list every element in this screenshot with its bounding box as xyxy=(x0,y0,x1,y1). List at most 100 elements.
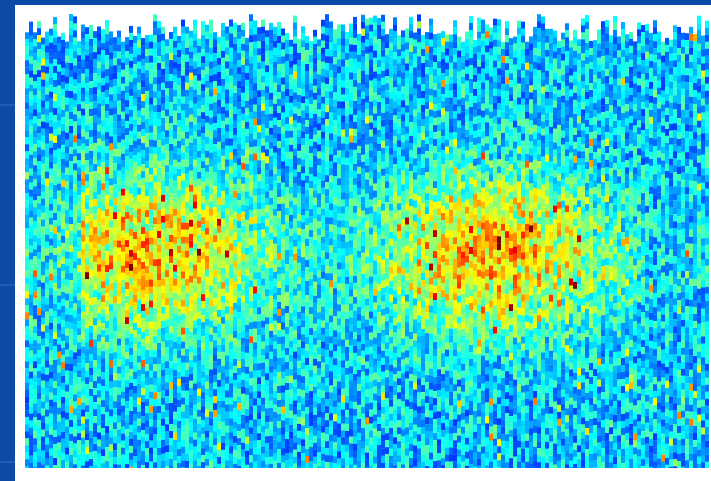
noise-cell xyxy=(229,47,233,55)
noise-cell xyxy=(49,357,53,365)
noise-cell xyxy=(249,224,253,232)
noise-cell xyxy=(161,40,165,48)
noise-cell xyxy=(141,444,145,452)
noise-cell xyxy=(277,190,281,197)
noise-cell xyxy=(33,200,37,208)
noise-cell xyxy=(145,168,149,176)
noise-cell xyxy=(25,242,29,250)
noise-cell xyxy=(329,175,333,183)
noise-cell xyxy=(277,127,281,134)
noise-cell xyxy=(269,127,273,135)
noise-cell xyxy=(29,98,33,106)
noise-cell xyxy=(209,292,213,300)
noise-cell xyxy=(253,258,257,266)
noise-cell xyxy=(189,338,193,346)
noise-cell xyxy=(321,152,325,160)
noise-cell xyxy=(101,386,105,394)
noise-cell xyxy=(137,404,141,412)
noise-cell xyxy=(57,442,61,450)
noise-cell xyxy=(197,66,201,74)
noise-cell xyxy=(133,197,137,204)
noise-cell xyxy=(245,58,249,66)
noise-cell xyxy=(61,284,65,292)
noise-cell xyxy=(189,219,193,227)
noise-cell xyxy=(69,91,73,98)
noise-cell xyxy=(313,393,317,401)
noise-cell xyxy=(253,419,257,427)
noise-cell xyxy=(153,98,157,106)
noise-cell xyxy=(241,204,245,212)
noise-cell xyxy=(185,68,189,76)
noise-cell xyxy=(49,329,53,337)
noise-cell xyxy=(161,243,165,251)
noise-cell xyxy=(313,113,317,121)
noise-cell xyxy=(265,443,269,451)
noise-cell xyxy=(25,417,29,425)
noise-cell xyxy=(73,240,77,248)
noise-cell xyxy=(137,180,141,188)
noise-cell xyxy=(49,210,53,218)
noise-cell xyxy=(113,58,117,66)
noise-cell xyxy=(229,418,233,426)
noise-cell xyxy=(145,392,149,400)
noise-cell xyxy=(165,116,169,124)
noise-cell xyxy=(57,239,61,247)
noise-cell xyxy=(281,28,285,36)
noise-cell xyxy=(297,115,301,123)
noise-cell xyxy=(93,402,97,410)
noise-cell xyxy=(73,65,77,73)
noise-cell xyxy=(205,395,209,403)
noise-cell xyxy=(337,80,341,88)
noise-cell xyxy=(329,336,333,344)
noise-cell xyxy=(57,260,61,268)
noise-cell xyxy=(25,319,29,327)
noise-cell xyxy=(325,147,329,155)
noise-cell xyxy=(245,352,249,360)
noise-cell xyxy=(69,14,73,21)
noise-cell xyxy=(73,170,77,178)
noise-cell xyxy=(205,416,209,424)
noise-cell xyxy=(185,341,189,349)
noise-cell xyxy=(157,84,161,91)
noise-cell xyxy=(197,325,201,333)
noise-cell xyxy=(277,99,281,106)
noise-cell xyxy=(261,453,265,461)
noise-cell xyxy=(329,378,333,386)
noise-cell xyxy=(197,409,201,417)
noise-cell xyxy=(333,323,337,331)
noise-cell xyxy=(269,323,273,331)
noise-cell xyxy=(217,197,221,205)
noise-cell xyxy=(197,444,201,452)
noise-cell xyxy=(277,260,281,267)
noise-cell xyxy=(253,90,257,98)
noise-cell xyxy=(77,237,81,245)
noise-cell xyxy=(173,75,177,83)
noise-cell xyxy=(265,247,269,255)
noise-cell xyxy=(173,145,177,153)
noise-cell xyxy=(249,105,253,113)
noise-cell xyxy=(157,420,161,427)
noise-cell xyxy=(41,107,45,115)
noise-cell xyxy=(125,107,129,115)
noise-cell xyxy=(329,448,333,456)
noise-cell xyxy=(173,138,177,146)
noise-cell xyxy=(173,411,177,419)
noise-cell xyxy=(53,332,57,339)
noise-cell xyxy=(129,81,133,89)
noise-cell xyxy=(333,274,337,282)
noise-cell xyxy=(81,136,85,144)
noise-cell xyxy=(69,280,73,287)
noise-cell xyxy=(317,214,321,222)
noise-cell xyxy=(221,288,225,296)
noise-cell xyxy=(101,190,105,198)
noise-cell xyxy=(269,36,273,44)
noise-cell xyxy=(45,290,49,298)
noise-cell xyxy=(149,118,153,126)
noise-cell xyxy=(233,442,237,450)
noise-cell xyxy=(49,175,53,183)
noise-cell xyxy=(197,451,201,459)
noise-cell xyxy=(205,360,209,368)
noise-cell xyxy=(193,425,197,433)
noise-cell xyxy=(161,159,165,167)
noise-cell xyxy=(153,273,157,281)
